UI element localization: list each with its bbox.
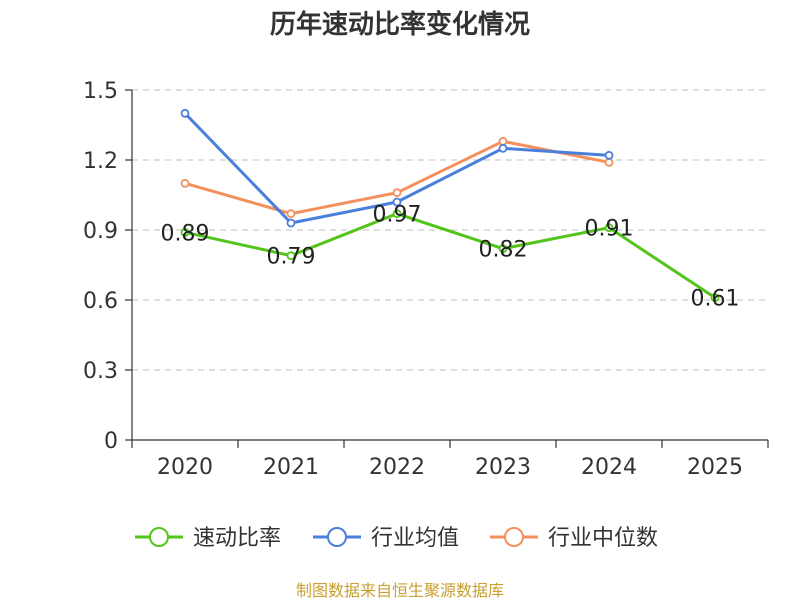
legend-marker — [149, 527, 169, 547]
data-point — [286, 209, 296, 219]
data-point — [392, 188, 402, 198]
series-2 — [180, 136, 614, 219]
data-point — [604, 157, 614, 167]
data-label: 0.82 — [479, 238, 528, 263]
y-tick-label: 0.9 — [83, 219, 118, 244]
series — [180, 108, 720, 303]
data-point — [498, 143, 508, 153]
axes: 0 0.3 0.6 0.9 1.2 1.5 2020 2021 2022 2023 2024 2025 — [83, 79, 769, 480]
x-tick-label: 2025 — [687, 455, 743, 480]
legend-label: 行业中位数 — [548, 526, 658, 551]
data-point — [180, 178, 190, 188]
x-tick-label: 2023 — [475, 455, 531, 480]
legend-marker — [327, 527, 347, 547]
data-point — [498, 244, 508, 254]
x-tick-label: 2024 — [581, 455, 637, 480]
data-point — [286, 251, 296, 261]
data-point — [392, 209, 402, 219]
y-tick-label: 0.6 — [83, 289, 118, 314]
x-tick-label: 2021 — [263, 455, 319, 480]
grid — [132, 89, 768, 371]
data-point — [392, 197, 402, 207]
legend-item[interactable]: 行业均值 — [313, 526, 459, 551]
legend-item[interactable]: 行业中位数 — [490, 526, 658, 551]
data-label: 0.91 — [585, 217, 634, 242]
data-label: 0.79 — [267, 245, 316, 270]
y-tick-label: 1.5 — [83, 79, 118, 104]
series-line — [184, 212, 716, 299]
data-labels: 0.89 0.79 0.97 0.82 0.91 0.61 — [161, 203, 740, 312]
y-tick-label: 0.3 — [83, 359, 118, 384]
legend: 速动比率 行业均值 行业中位数 — [135, 526, 658, 551]
y-tick-label: 0 — [104, 429, 118, 454]
series-0 — [180, 209, 720, 303]
y-tick-label: 1.2 — [83, 149, 118, 174]
data-label: 0.61 — [691, 287, 740, 312]
legend-label: 行业均值 — [371, 526, 459, 551]
data-point — [710, 293, 720, 303]
data-point — [604, 223, 614, 233]
data-label: 0.97 — [373, 203, 422, 228]
x-tick-label: 2022 — [369, 455, 425, 480]
source-note: 制图数据来自恒生聚源数据库 — [296, 581, 504, 600]
data-point — [286, 218, 296, 228]
series-1 — [180, 108, 614, 228]
data-point — [498, 136, 508, 146]
data-point — [180, 108, 190, 118]
data-point — [604, 150, 614, 160]
x-tick-label: 2020 — [157, 455, 213, 480]
data-label: 0.89 — [161, 221, 210, 246]
chart-title: 历年速动比率变化情况 — [270, 9, 530, 40]
legend-item[interactable]: 速动比率 — [135, 526, 281, 551]
legend-marker — [504, 527, 524, 547]
legend-label: 速动比率 — [193, 526, 281, 551]
data-point — [180, 227, 190, 237]
